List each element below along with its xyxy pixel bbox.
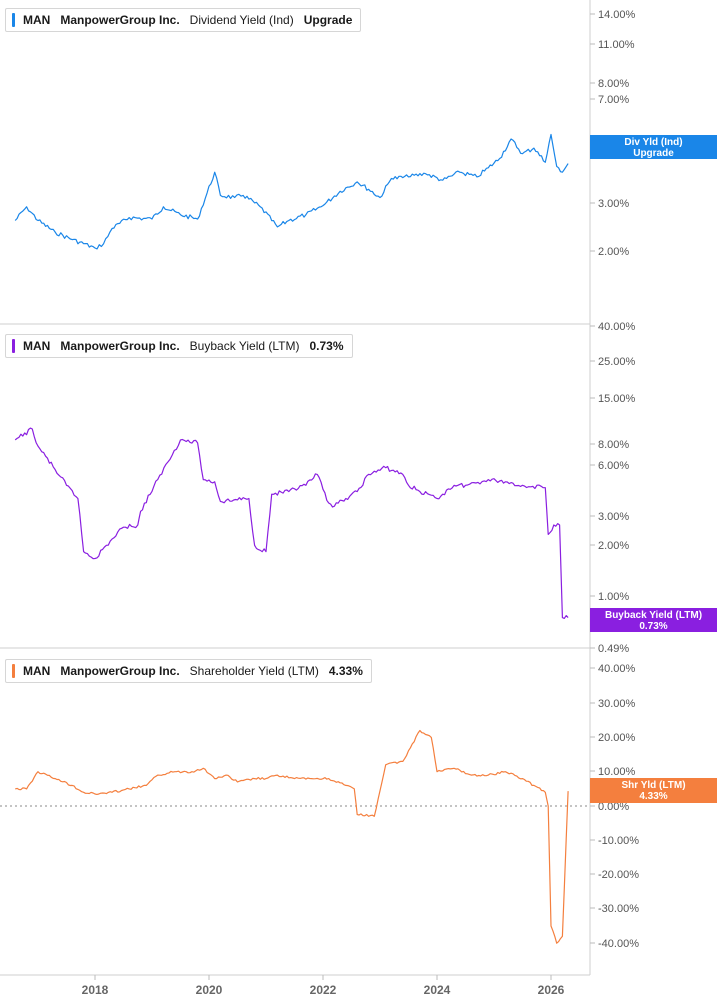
legend-ticker: MAN bbox=[23, 13, 51, 27]
value-flag bbox=[590, 608, 717, 632]
value-flag-label: Upgrade bbox=[633, 148, 674, 159]
series-color-swatch bbox=[12, 664, 15, 678]
legend-ticker: MAN bbox=[23, 664, 51, 678]
legend-dividend-yield[interactable]: MAN ManpowerGroup Inc. Dividend Yield (I… bbox=[5, 8, 362, 32]
legend-metric: Dividend Yield (Ind) bbox=[189, 13, 294, 27]
legend-value: 4.33% bbox=[328, 664, 363, 678]
y-tick-label: 25.00% bbox=[598, 356, 636, 368]
y-tick-label: 40.00% bbox=[598, 321, 636, 333]
y-tick-label: 40.00% bbox=[598, 663, 636, 675]
series-line bbox=[14, 427, 569, 619]
series-line bbox=[15, 729, 569, 944]
y-tick-label: 10.00% bbox=[598, 766, 636, 778]
value-flag-label: 0.73% bbox=[639, 621, 667, 632]
y-tick-label: 0.49% bbox=[598, 643, 629, 655]
y-tick-label: 15.00% bbox=[598, 393, 636, 405]
x-tick-label: 2022 bbox=[310, 983, 337, 997]
y-tick-label: 30.00% bbox=[598, 698, 636, 710]
value-flag-label: 4.33% bbox=[639, 791, 667, 802]
y-tick-label: 0.00% bbox=[598, 801, 629, 813]
legend-metric: Shareholder Yield (LTM) bbox=[189, 664, 319, 678]
legend-buyback-yield[interactable]: MAN ManpowerGroup Inc. Buyback Yield (LT… bbox=[5, 334, 353, 358]
y-tick-label: 11.00% bbox=[598, 39, 635, 51]
y-tick-label: 14.00% bbox=[598, 9, 636, 21]
value-flag bbox=[590, 778, 717, 803]
legend-value: Upgrade bbox=[303, 13, 353, 27]
y-tick-label: 20.00% bbox=[598, 732, 636, 744]
y-tick-label: 2.00% bbox=[598, 540, 629, 552]
legend-metric: Buyback Yield (LTM) bbox=[189, 339, 300, 353]
legend-value: 0.73% bbox=[309, 339, 344, 353]
y-tick-label: -40.00% bbox=[598, 938, 639, 950]
legend-company: ManpowerGroup Inc. bbox=[60, 13, 180, 27]
value-flag-label: Buyback Yield (LTM) bbox=[605, 610, 702, 621]
value-flag-label: Shr Yld (LTM) bbox=[621, 780, 685, 791]
y-tick-label: 8.00% bbox=[598, 439, 629, 451]
y-tick-label: -10.00% bbox=[598, 835, 639, 847]
y-tick-label: 7.00% bbox=[598, 94, 629, 106]
y-tick-label: -30.00% bbox=[598, 903, 639, 915]
y-tick-label: 3.00% bbox=[598, 511, 629, 523]
legend-shareholder-yield[interactable]: MAN ManpowerGroup Inc. Shareholder Yield… bbox=[5, 659, 372, 683]
x-tick-label: 2024 bbox=[424, 983, 451, 997]
legend-company: ManpowerGroup Inc. bbox=[60, 339, 180, 353]
x-tick-label: 2026 bbox=[538, 983, 565, 997]
value-flag-label: Div Yld (Ind) bbox=[624, 137, 682, 148]
legend-company: ManpowerGroup Inc. bbox=[60, 664, 180, 678]
y-tick-label: 2.00% bbox=[598, 246, 629, 258]
series-line bbox=[14, 133, 569, 250]
y-tick-label: 3.00% bbox=[598, 198, 629, 210]
x-tick-label: 2018 bbox=[82, 983, 109, 997]
y-tick-label: 8.00% bbox=[598, 78, 629, 90]
series-color-swatch bbox=[12, 339, 15, 353]
series-color-swatch bbox=[12, 13, 15, 27]
y-tick-label: 1.00% bbox=[598, 591, 629, 603]
legend-ticker: MAN bbox=[23, 339, 51, 353]
x-tick-label: 2020 bbox=[196, 983, 223, 997]
y-tick-label: 6.00% bbox=[598, 460, 629, 472]
y-tick-label: -20.00% bbox=[598, 869, 639, 881]
value-flag bbox=[590, 135, 717, 159]
